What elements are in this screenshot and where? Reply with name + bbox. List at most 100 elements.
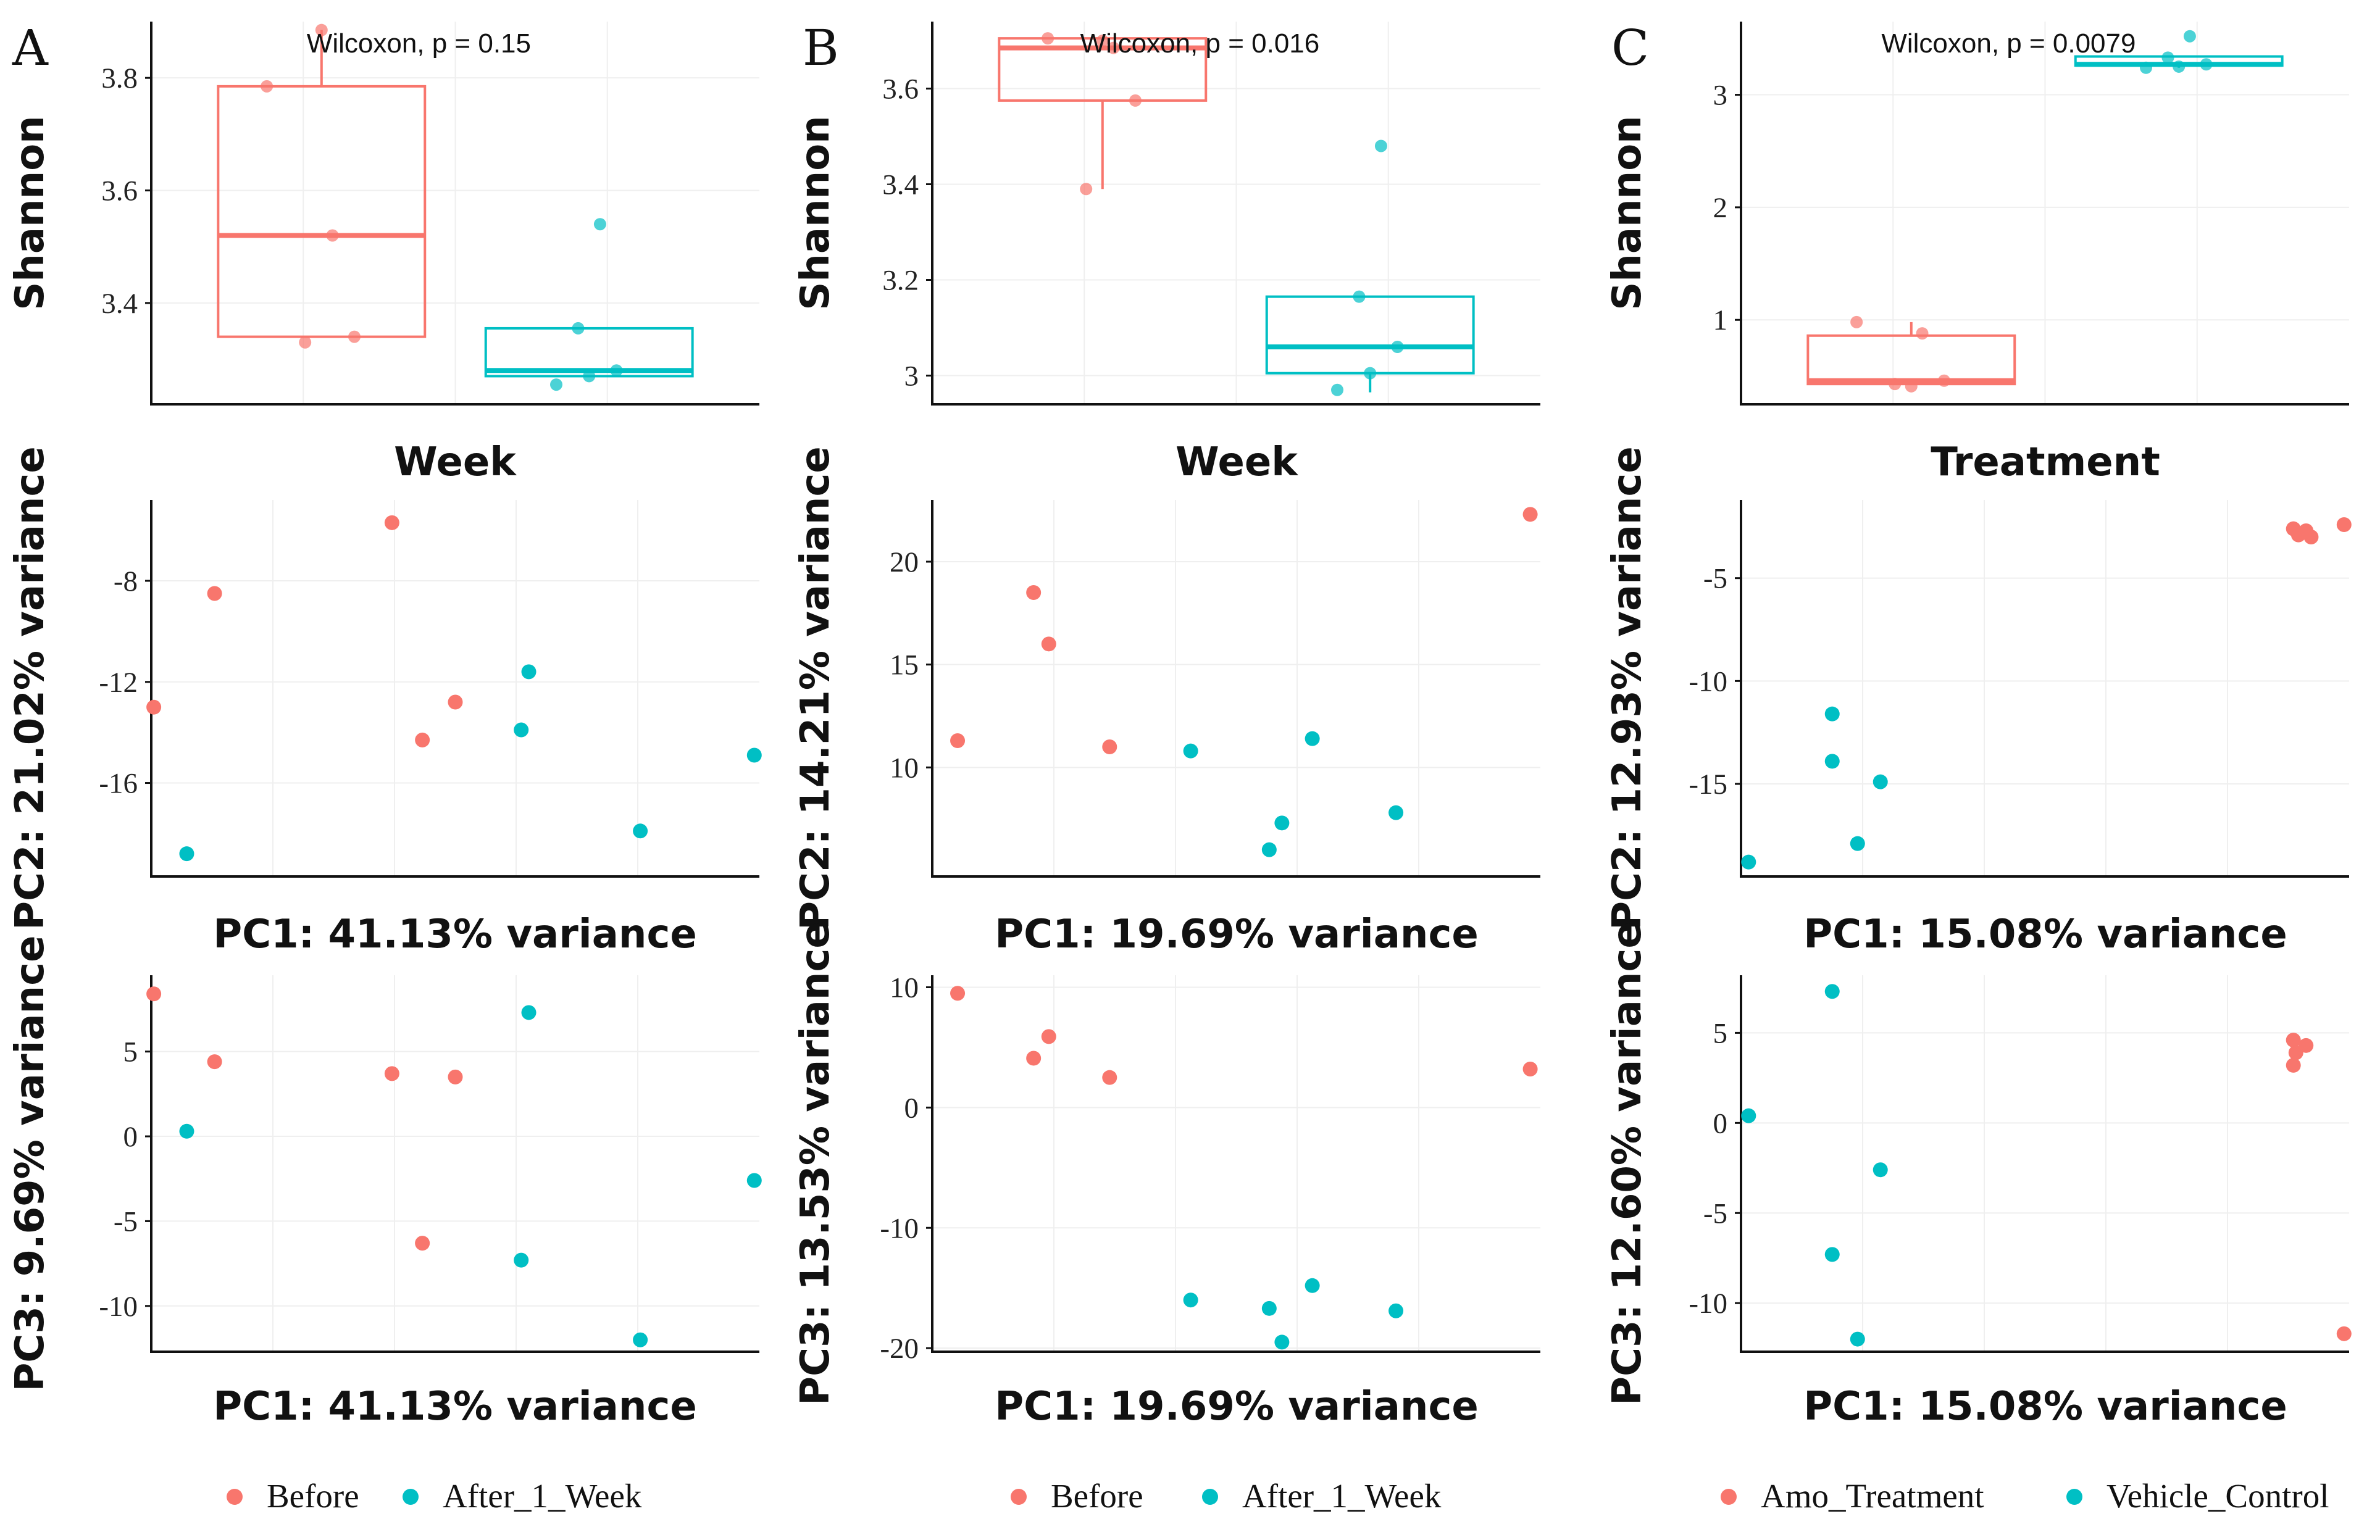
scatter-point bbox=[950, 733, 966, 748]
scatter-point bbox=[1388, 1303, 1404, 1318]
scatter-point bbox=[1850, 836, 1865, 851]
scatter-point bbox=[1741, 1108, 1756, 1123]
series-before bbox=[950, 986, 1538, 1085]
box-point bbox=[2183, 30, 2196, 43]
y-tick-label: 0 bbox=[123, 1121, 138, 1153]
scatter-point bbox=[1741, 854, 1756, 870]
legend-marker bbox=[403, 1489, 419, 1505]
scatter-point bbox=[633, 823, 648, 839]
chart-a3: 5 0 -5 -10 PC1: 41.13% variance PC3: 9.69% va… bbox=[7, 935, 762, 1430]
y-axis-title: PC2: 12.93% variance bbox=[1605, 446, 1650, 930]
axes bbox=[150, 975, 759, 1353]
scatter-point bbox=[514, 1252, 529, 1268]
y-tick-label: 3.6 bbox=[101, 175, 138, 207]
scatter-point bbox=[2286, 1033, 2301, 1048]
scatter-point bbox=[1522, 1062, 1538, 1077]
box-point bbox=[326, 229, 339, 242]
scatter-point bbox=[179, 846, 194, 862]
series-vehicle-control bbox=[1741, 984, 1888, 1347]
box-point bbox=[261, 80, 273, 93]
y-tick-label: 5 bbox=[1713, 1017, 1728, 1049]
y-tick-label: 5 bbox=[123, 1036, 138, 1068]
chart-a1: 3.4 3.6 3.8 Week Shannon Wilcoxon, p = 0.15 bbox=[7, 22, 759, 485]
scatter-point bbox=[521, 664, 537, 680]
scatter-point bbox=[1850, 1331, 1865, 1347]
box-point bbox=[1374, 139, 1387, 152]
axes bbox=[931, 975, 1540, 1353]
box-point bbox=[1042, 32, 1054, 45]
series-amo-treatment bbox=[2286, 517, 2352, 544]
x-axis-title: PC1: 41.13% variance bbox=[213, 912, 697, 957]
scatter-point bbox=[746, 1173, 762, 1188]
scatter-point bbox=[746, 747, 762, 763]
scatter-point bbox=[1305, 1278, 1320, 1293]
y-tick-label: 3.8 bbox=[101, 62, 138, 94]
legend-marker bbox=[227, 1489, 243, 1505]
box-point bbox=[2161, 51, 2174, 64]
legend-label: After_1_Week bbox=[1242, 1477, 1442, 1515]
box-point bbox=[593, 218, 606, 231]
scatter-point bbox=[1041, 1029, 1056, 1044]
legend-marker bbox=[1011, 1489, 1027, 1505]
y-tick-label: -20 bbox=[880, 1333, 919, 1365]
scatter-point bbox=[1305, 731, 1320, 746]
scatter-point bbox=[415, 732, 430, 747]
panel-letter-a: A bbox=[12, 19, 49, 77]
scatter-point bbox=[384, 515, 399, 530]
scatter-point bbox=[1274, 815, 1290, 831]
chart-c1: 1 2 3 Treatment Shannon Wilcoxon, p = 0.0079 bbox=[1605, 22, 2349, 485]
axes bbox=[1740, 975, 2349, 1353]
scatter-point bbox=[448, 694, 463, 710]
x-axis-title: Treatment bbox=[1931, 439, 2160, 485]
x-axis-title: PC1: 19.69% variance bbox=[995, 912, 1479, 957]
axes bbox=[931, 500, 1540, 878]
scatter-point bbox=[1041, 636, 1056, 652]
scatter-point bbox=[1261, 1301, 1277, 1316]
x-axis-title: Week bbox=[1175, 439, 1298, 485]
box-iqr bbox=[1806, 334, 2016, 386]
scatter-point bbox=[1102, 1070, 1117, 1085]
axes bbox=[931, 22, 1540, 406]
y-tick-label: -5 bbox=[1703, 1197, 1727, 1230]
box-point bbox=[572, 322, 585, 335]
x-axis-title: PC1: 15.08% variance bbox=[1803, 912, 2287, 957]
scatter-point bbox=[207, 1054, 222, 1070]
box-after-1-week bbox=[484, 218, 694, 391]
scatter-point bbox=[1824, 706, 1840, 722]
box-point bbox=[1364, 367, 1377, 380]
box-before bbox=[217, 23, 427, 349]
scatter-point bbox=[1274, 1334, 1290, 1350]
legend-c: Amo_Treatment Vehicle_Control bbox=[1721, 1477, 2329, 1515]
box-before bbox=[998, 32, 1208, 196]
box-point bbox=[1096, 35, 1109, 47]
box-point bbox=[610, 364, 623, 377]
scatter-point bbox=[1102, 739, 1117, 754]
scatter-point bbox=[384, 1066, 399, 1081]
scatter-point bbox=[1873, 1162, 1888, 1178]
y-axis-title: Shannon bbox=[793, 115, 838, 310]
series-before bbox=[146, 986, 463, 1251]
y-tick-label: 3.4 bbox=[882, 169, 919, 201]
y-tick-label: 15 bbox=[890, 649, 919, 681]
box-point bbox=[1889, 378, 1902, 391]
stat-label: Wilcoxon, p = 0.0079 bbox=[1881, 28, 2136, 59]
stat-label: Wilcoxon, p = 0.15 bbox=[307, 28, 531, 59]
scatter-point bbox=[1522, 507, 1538, 522]
y-tick-label: 2 bbox=[1713, 192, 1728, 224]
legend-marker bbox=[1202, 1489, 1218, 1505]
chart-b3: 10 0 -10 -20 PC1: 19.69% variance PC3: 13.53%… bbox=[793, 922, 1540, 1430]
y-tick-label: -5 bbox=[1703, 563, 1727, 595]
y-tick-label: 0 bbox=[904, 1092, 919, 1124]
scatter-point bbox=[146, 986, 162, 1002]
y-tick-label: 3.4 bbox=[101, 288, 138, 320]
series-before bbox=[950, 507, 1538, 754]
scatter-point bbox=[1183, 743, 1198, 759]
axes bbox=[1740, 22, 2349, 406]
y-tick-label: 20 bbox=[890, 546, 919, 578]
scatter-point bbox=[2286, 1057, 2301, 1073]
scatter-point bbox=[2336, 517, 2352, 532]
y-tick-label: -10 bbox=[1689, 1288, 1727, 1320]
y-tick-label: 3 bbox=[904, 360, 919, 393]
chart-c2: -5 -10 -15 PC1: 15.08% variance PC2: 12.93% … bbox=[1605, 446, 2352, 957]
scatter-point bbox=[1183, 1292, 1198, 1308]
